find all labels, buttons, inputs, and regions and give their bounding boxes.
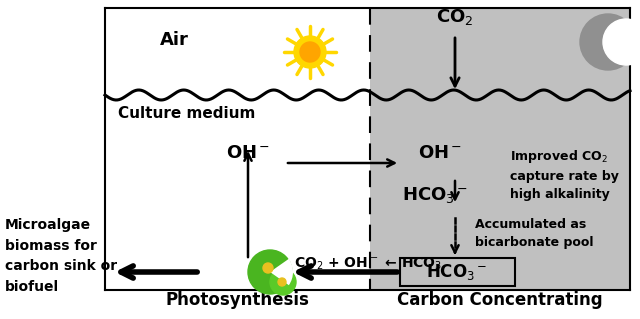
Bar xyxy=(370,8,630,290)
Circle shape xyxy=(278,278,286,286)
Text: Photosynthesis: Photosynthesis xyxy=(165,291,309,309)
Circle shape xyxy=(248,250,292,294)
Text: Culture medium: Culture medium xyxy=(118,106,255,121)
Circle shape xyxy=(300,42,320,62)
Text: CO$_2$ + OH$^-$ ← HCO$_3$$^-$: CO$_2$ + OH$^-$ ← HCO$_3$$^-$ xyxy=(294,256,452,272)
Bar xyxy=(400,258,515,286)
Text: Air: Air xyxy=(160,31,189,49)
Text: CO$_2$: CO$_2$ xyxy=(436,7,474,27)
Text: HCO$_3$$^-$: HCO$_3$$^-$ xyxy=(402,185,468,205)
Circle shape xyxy=(294,36,326,68)
Circle shape xyxy=(580,14,636,70)
Text: Improved CO$_2$
capture rate by
high alkalinity: Improved CO$_2$ capture rate by high alk… xyxy=(510,148,619,201)
Text: Microalgae
biomass for
carbon sink or
biofuel: Microalgae biomass for carbon sink or bi… xyxy=(5,218,117,294)
Text: Accumulated as
bicarbonate pool: Accumulated as bicarbonate pool xyxy=(475,218,593,249)
Text: OH$^-$: OH$^-$ xyxy=(226,144,270,162)
Text: Carbon Concentrating: Carbon Concentrating xyxy=(397,291,603,309)
Circle shape xyxy=(263,263,273,273)
Text: OH$^-$: OH$^-$ xyxy=(418,144,462,162)
Wedge shape xyxy=(270,259,293,285)
Text: HCO$_3$$^-$: HCO$_3$$^-$ xyxy=(426,262,488,282)
Circle shape xyxy=(603,19,640,65)
Circle shape xyxy=(270,269,296,295)
